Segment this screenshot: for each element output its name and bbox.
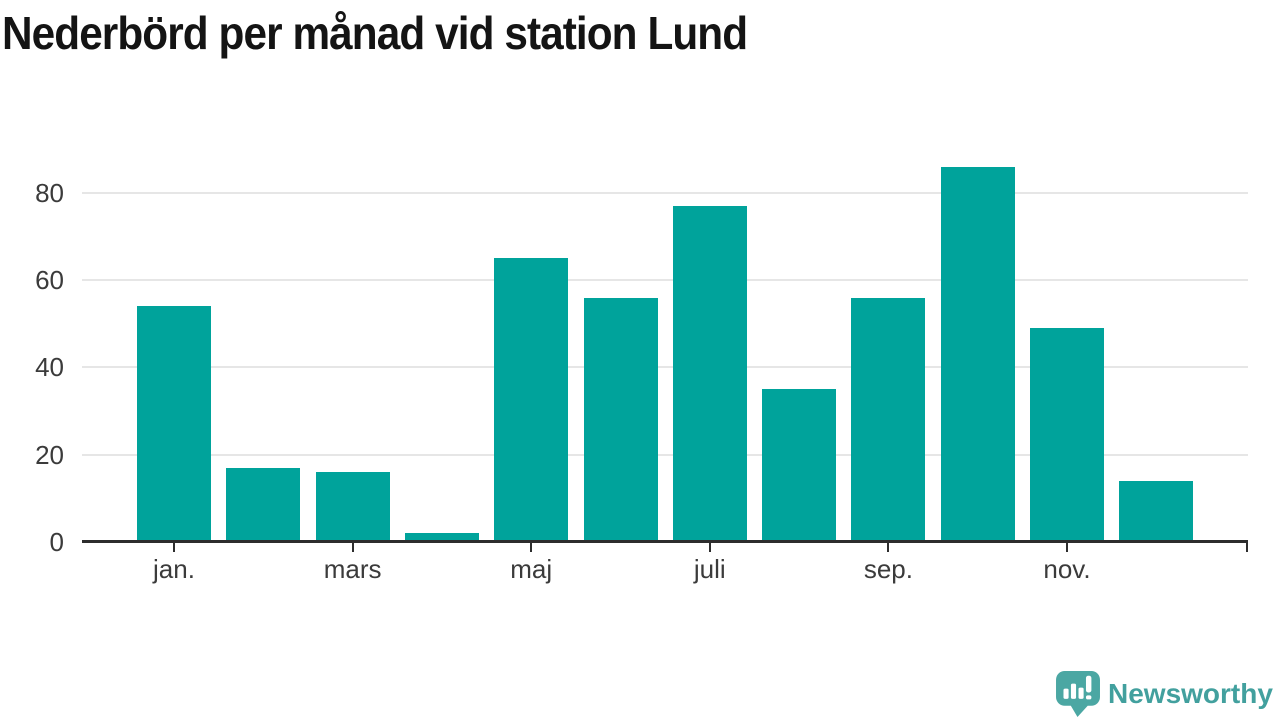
gridline-20: [82, 453, 1248, 456]
bar-nov.: [1030, 328, 1104, 542]
bar-maj: [494, 258, 569, 542]
y-axis-label-20: 20: [35, 439, 64, 470]
bar-sep.: [851, 297, 926, 542]
plot-area: jan. mars maj juli sep. nov.: [82, 150, 1248, 584]
x-axis-label-maj: maj: [510, 554, 553, 584]
y-axis-label-40: 40: [35, 352, 64, 383]
y-axis-label-0: 0: [49, 527, 64, 557]
newsworthy-logo-text: Newsworthy: [1108, 678, 1273, 709]
x-axis-tick-juli: [708, 543, 711, 552]
x-axis-tick-maj: [530, 543, 533, 552]
bar-aug.: [762, 389, 837, 542]
y-axis-label-80: 80: [35, 177, 64, 208]
gridline-80: [82, 191, 1248, 194]
gridline-40: [82, 366, 1248, 369]
x-axis-tick-sep.: [887, 543, 890, 552]
bar-juli: [672, 205, 747, 542]
x-axis-line: [82, 540, 1248, 543]
x-axis-label-juli: juli: [693, 554, 726, 584]
bar-dec.: [1119, 480, 1194, 542]
x-axis-label-mars: mars: [323, 554, 382, 584]
y-axis-labels: 0 20 40 60 80: [0, 0, 82, 720]
page-title: Nederbörd per månad vid station Lund: [2, 7, 748, 59]
bar-april: [404, 533, 479, 542]
bar-okt.: [940, 166, 1015, 542]
y-axis-label-60: 60: [35, 265, 64, 296]
bar-mars: [315, 472, 390, 542]
x-axis-label-jan.: jan.: [153, 554, 195, 584]
x-axis-tick-nov.: [1066, 543, 1068, 552]
bar-feb.: [226, 467, 301, 542]
newsworthy-logo: Newsworthy: [1056, 671, 1273, 717]
newsworthy-logo-icon: [1056, 671, 1100, 717]
x-axis-tick-mars: [351, 543, 354, 552]
x-axis-label-sep.: sep.: [863, 554, 913, 584]
bar-jan.: [137, 306, 211, 542]
bar-juni: [583, 297, 658, 542]
gridline-60: [82, 279, 1248, 282]
x-axis-label-nov.: nov.: [1043, 554, 1091, 584]
x-axis-end-tick: [1246, 543, 1248, 552]
x-axis-tick-jan.: [173, 543, 175, 552]
